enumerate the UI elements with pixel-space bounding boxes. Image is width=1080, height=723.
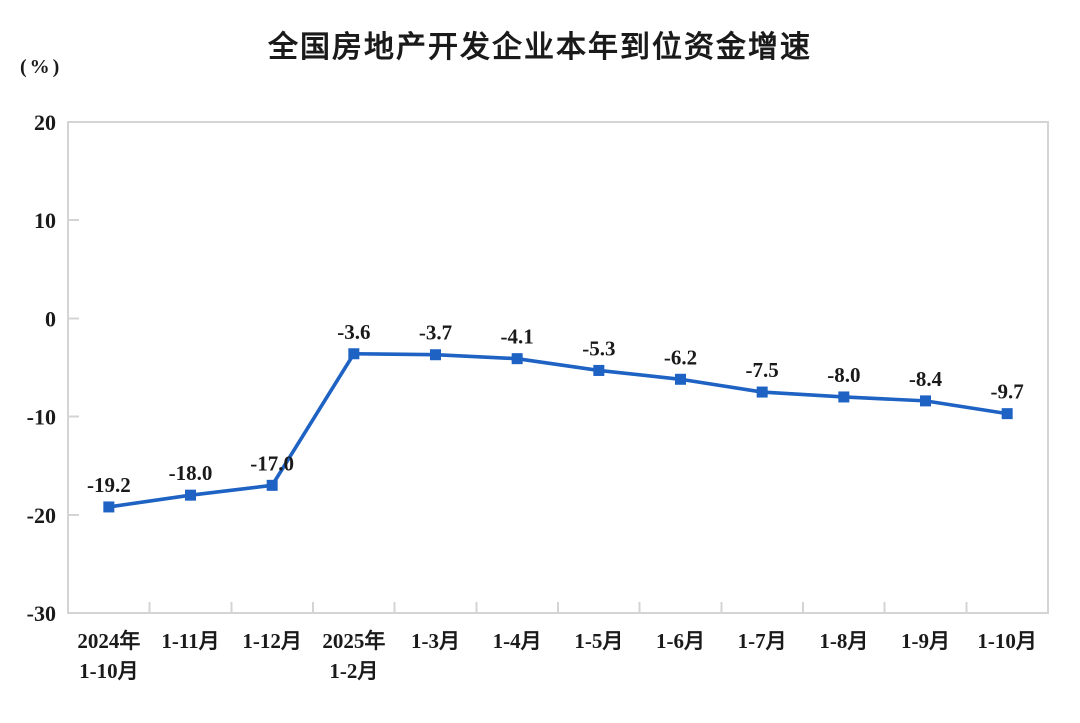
x-tick-label: 1-7月	[738, 629, 787, 653]
data-point-marker	[593, 364, 605, 376]
y-tick-label: -30	[27, 601, 56, 626]
x-tick-label: 1-2月	[329, 659, 378, 683]
data-label: -8.0	[827, 363, 860, 387]
plot-frame	[67, 121, 1049, 614]
data-point-marker	[675, 373, 686, 385]
data-point-marker	[430, 349, 441, 361]
data-point-marker	[1001, 408, 1013, 420]
data-point-marker	[266, 479, 278, 491]
data-label: -7.5	[746, 358, 779, 382]
x-tick-label: 1-5月	[574, 629, 623, 653]
x-tick-label: 1-9月	[901, 629, 950, 653]
y-axis-unit-label: (%)	[20, 56, 63, 78]
x-tick-label: 1-3月	[411, 629, 460, 653]
data-point-marker	[511, 353, 523, 365]
x-tick-label: 1-10月	[977, 629, 1037, 653]
data-label: -5.3	[582, 336, 615, 360]
x-tick-label: 1-4月	[493, 629, 542, 653]
data-point-marker	[103, 501, 115, 513]
data-label: -19.2	[87, 473, 131, 497]
x-tick-label: 2025年	[322, 629, 385, 653]
data-label: -18.0	[169, 461, 213, 485]
data-point-marker	[920, 395, 931, 407]
y-tick-label: 10	[34, 208, 56, 233]
data-label: -8.4	[909, 367, 943, 391]
data-point-marker	[348, 348, 360, 360]
data-label: -6.2	[664, 345, 697, 369]
chart-title: 全国房地产开发企业本年到位资金增速	[268, 31, 812, 64]
data-point-marker	[185, 489, 196, 501]
y-tick-label: 20	[34, 110, 56, 135]
x-tick-label: 1-12月	[242, 629, 302, 653]
y-tick-label: -10	[27, 405, 56, 430]
x-tick-label: 1-10月	[79, 659, 139, 683]
y-tick-label: 0	[45, 306, 56, 331]
data-label: -4.1	[501, 325, 534, 349]
data-point-marker	[838, 391, 850, 403]
x-tick-label: 1-6月	[656, 629, 705, 653]
x-tick-label: 2024年	[77, 629, 140, 653]
data-label: -3.7	[419, 321, 452, 345]
data-label: -9.7	[991, 380, 1024, 404]
data-point-marker	[756, 386, 768, 398]
data-label: -17.0	[250, 451, 294, 475]
series-line	[108, 351, 1008, 509]
data-label: -3.6	[337, 320, 370, 344]
y-tick-label: -20	[27, 503, 56, 528]
x-tick-label: 1-11月	[161, 629, 219, 653]
x-tick-label: 1-8月	[819, 629, 868, 653]
